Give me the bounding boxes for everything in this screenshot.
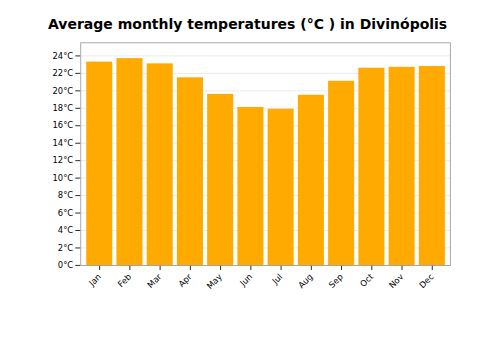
svg-text:20°C: 20°C [52,86,73,96]
svg-text:Nov: Nov [387,272,406,291]
svg-text:8°C: 8°C [58,190,74,200]
svg-text:Oct: Oct [358,271,376,289]
svg-text:12°C: 12°C [52,155,73,165]
svg-text:14°C: 14°C [52,138,73,148]
svg-text:Apr: Apr [176,271,194,289]
svg-text:May: May [205,272,224,291]
svg-text:Jan: Jan [86,272,103,289]
svg-text:16°C: 16°C [52,120,73,130]
svg-text:Sep: Sep [327,272,345,290]
svg-text:6°C: 6°C [58,208,74,218]
svg-text:Dec: Dec [417,271,436,290]
svg-text:2°C: 2°C [58,243,74,253]
svg-text:22°C: 22°C [52,68,73,78]
svg-text:Mar: Mar [145,271,164,290]
svg-text:Feb: Feb [116,272,134,290]
svg-text:Aug: Aug [296,272,315,291]
svg-text:Jun: Jun [237,272,254,289]
svg-text:10°C: 10°C [52,173,73,183]
svg-text:Jul: Jul [269,272,284,287]
svg-text:0°C: 0°C [58,260,74,270]
svg-text:24°C: 24°C [52,51,73,61]
html-text:Average monthly temperatures (: Average monthly temperatures (°C ) in Di… [48,16,448,32]
svg-text:4°C: 4°C [58,225,74,235]
svg-text:18°C: 18°C [52,103,73,113]
